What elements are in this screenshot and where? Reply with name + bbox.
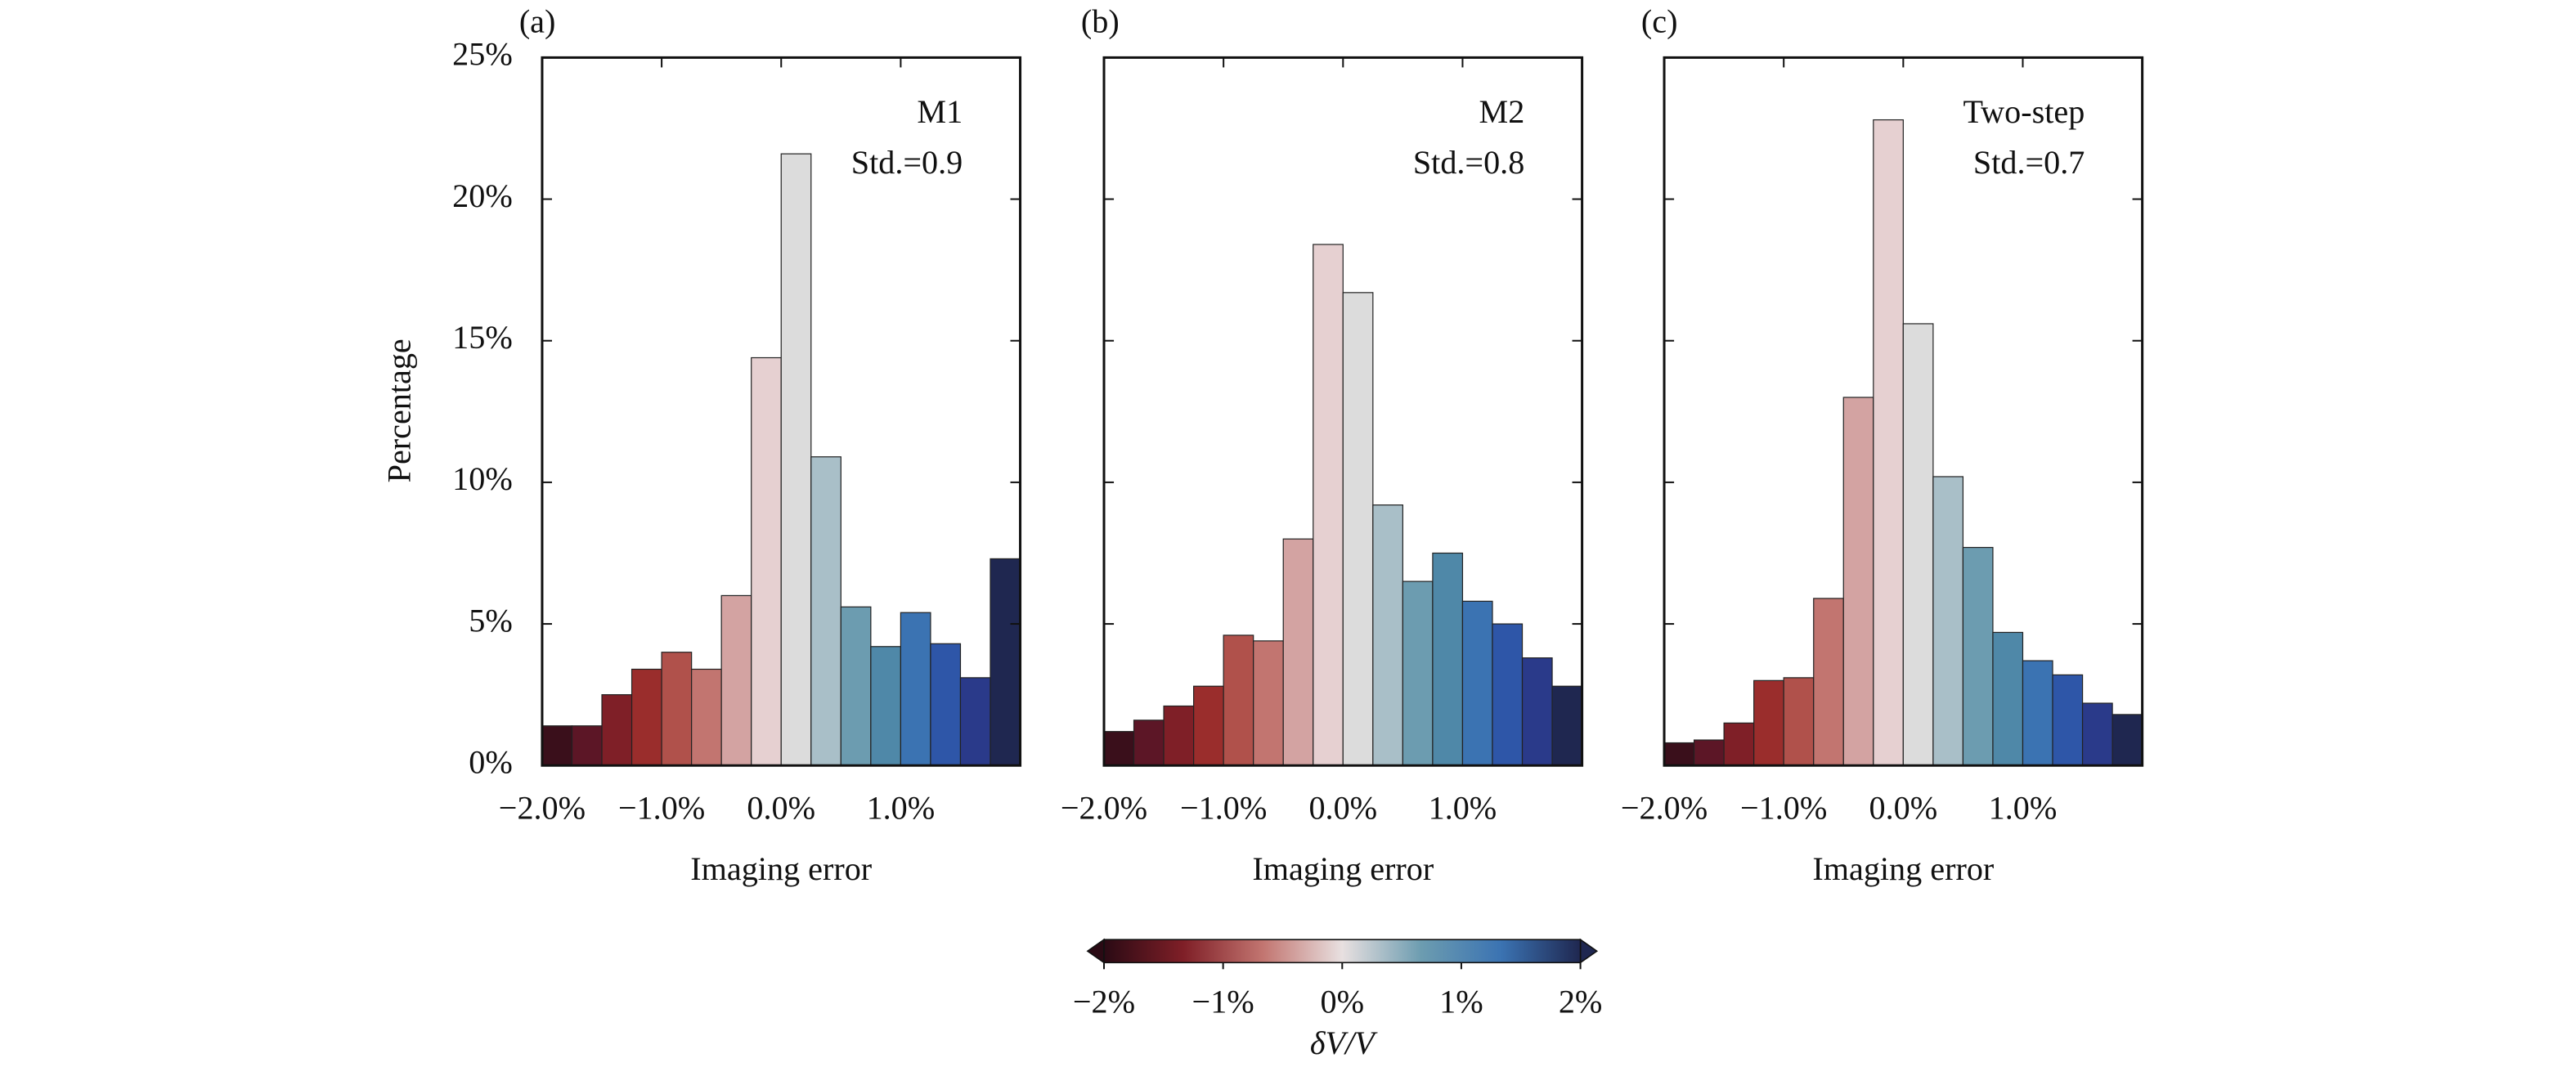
- colorbar: [1103, 939, 1582, 964]
- colorbar-tick-label: −2%: [1073, 984, 1135, 1020]
- y-tick-label: 25%: [452, 36, 513, 73]
- bar: [1813, 598, 1844, 766]
- panel-label: (a): [519, 2, 556, 39]
- x-tick-label: 0.0%: [1308, 790, 1377, 827]
- bar: [1372, 504, 1403, 766]
- bar: [1992, 631, 2024, 766]
- bar: [1253, 640, 1284, 766]
- x-axis-label: Imaging error: [1812, 850, 1995, 887]
- y-tick-label: 0%: [469, 743, 513, 780]
- bar: [1783, 677, 1815, 766]
- panel-label: (c): [1641, 2, 1678, 39]
- bar: [990, 558, 1021, 766]
- annotation: Two-step: [1963, 93, 2085, 130]
- colorbar-tick-label: 2%: [1559, 984, 1603, 1020]
- colorbar-tick-label: 0%: [1321, 984, 1365, 1020]
- y-tick-label: 10%: [452, 460, 513, 497]
- bar: [1873, 119, 1904, 766]
- panel-label: (b): [1081, 2, 1120, 39]
- bar: [1282, 538, 1314, 766]
- bar: [959, 677, 991, 766]
- bar: [1932, 476, 1964, 766]
- bar: [1163, 705, 1195, 766]
- bar: [2022, 660, 2053, 766]
- bar: [1693, 739, 1725, 766]
- colorbar-extend: [1086, 938, 1105, 964]
- y-tick-label: 5%: [469, 602, 513, 639]
- bar: [2081, 702, 2113, 766]
- bar: [930, 643, 962, 766]
- bar: [1193, 685, 1224, 766]
- annotation: M2: [1479, 93, 1524, 130]
- y-tick-label: 20%: [452, 177, 513, 214]
- x-tick-label: 1.0%: [1989, 790, 2058, 827]
- annotation: M1: [917, 93, 963, 130]
- bar: [1342, 292, 1374, 766]
- bar: [661, 652, 693, 766]
- x-tick-label: 1.0%: [1429, 790, 1497, 827]
- bar: [720, 594, 752, 766]
- x-axis-label: Imaging error: [1252, 850, 1434, 887]
- colorbar-tick-label: −1%: [1192, 984, 1254, 1020]
- bar: [1551, 685, 1583, 766]
- bar: [1723, 722, 1755, 766]
- y-tick-label: 15%: [452, 319, 513, 356]
- bar: [1103, 731, 1135, 766]
- bar: [1521, 657, 1553, 766]
- bar: [691, 668, 722, 766]
- bar: [810, 456, 841, 766]
- x-tick-label: −2.0%: [1061, 790, 1147, 827]
- x-tick-label: −2.0%: [1621, 790, 1708, 827]
- bar: [1842, 397, 1874, 766]
- annotation: Std.=0.7: [1973, 144, 2085, 181]
- bar: [1962, 546, 1994, 766]
- bar: [1492, 623, 1524, 766]
- bar: [1432, 552, 1464, 766]
- x-axis-label: Imaging error: [690, 850, 873, 887]
- bar: [541, 725, 573, 766]
- x-tick-label: 0.0%: [1869, 790, 1938, 827]
- x-tick-label: 1.0%: [867, 790, 936, 827]
- annotation: Std.=0.8: [1413, 144, 1524, 181]
- bar: [751, 356, 782, 766]
- annotation: Std.=0.9: [851, 144, 963, 181]
- bar: [2052, 674, 2084, 766]
- bar: [1902, 323, 1934, 766]
- bar: [2112, 714, 2143, 766]
- colorbar-extend: [1579, 938, 1599, 964]
- bar: [1402, 581, 1434, 766]
- bar: [1313, 244, 1344, 766]
- x-tick-label: 0.0%: [747, 790, 815, 827]
- bar: [1753, 679, 1784, 766]
- colorbar-tick-label: 1%: [1439, 984, 1483, 1020]
- bar: [1133, 720, 1165, 766]
- colorbar-label: δV/V: [1310, 1024, 1378, 1061]
- bar: [780, 153, 812, 766]
- bar: [571, 725, 603, 766]
- bar: [1223, 634, 1254, 766]
- y-axis-label: Percentage: [380, 338, 417, 482]
- bar: [840, 606, 872, 766]
- bar: [1663, 742, 1695, 766]
- x-tick-label: −2.0%: [499, 790, 586, 827]
- bar: [631, 668, 662, 766]
- bar: [1461, 600, 1493, 766]
- bar: [900, 612, 931, 766]
- x-tick-label: −1.0%: [1740, 790, 1827, 827]
- x-tick-label: −1.0%: [618, 790, 705, 827]
- bar: [601, 694, 633, 766]
- bar: [870, 646, 901, 766]
- x-tick-label: −1.0%: [1180, 790, 1267, 827]
